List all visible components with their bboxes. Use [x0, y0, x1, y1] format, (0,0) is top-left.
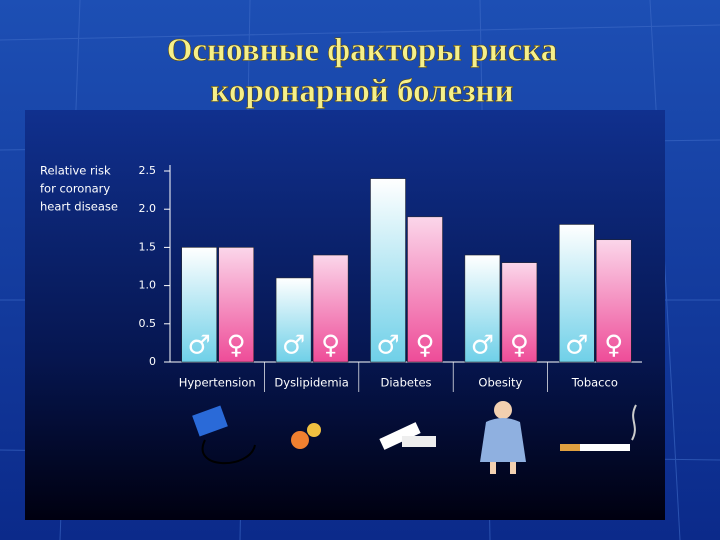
cigarette-icon	[560, 404, 637, 451]
legend-symbol: ♂	[471, 331, 494, 361]
x-tick-label: Obesity	[478, 376, 522, 390]
bar	[501, 262, 538, 363]
legend-symbol: ♂	[565, 331, 588, 361]
x-tick-label: Dyslipidemia	[274, 376, 348, 390]
y-tick-label: 2.0	[139, 202, 157, 215]
y-tick-label: 1.5	[139, 240, 157, 253]
bar	[181, 247, 217, 363]
bar	[218, 247, 254, 363]
bar	[407, 216, 443, 363]
legend-symbol: ♀	[227, 331, 246, 361]
legend-symbol: ♀	[604, 331, 623, 361]
title-line: коронарной болезни	[210, 74, 513, 110]
pills-icon	[291, 423, 321, 449]
legend-symbol: ♀	[321, 331, 340, 361]
title-line: Основные факторы риска	[167, 33, 558, 69]
y-tick-label: 0	[149, 355, 156, 368]
y-axis-label: for coronary	[40, 182, 110, 196]
bar	[596, 239, 632, 363]
legend-symbol: ♂	[376, 331, 399, 361]
y-tick-label: 2.5	[139, 164, 157, 177]
legend-symbol: ♀	[415, 331, 434, 361]
legend-symbol: ♂	[188, 331, 211, 361]
y-axis-label: heart disease	[40, 200, 118, 214]
bar	[559, 224, 595, 363]
x-tick-label: Tobacco	[571, 376, 618, 390]
x-tick-label: Diabetes	[380, 376, 431, 390]
figure-icon	[480, 401, 526, 474]
pill-icon	[379, 422, 436, 450]
bar	[275, 277, 312, 363]
bar	[464, 254, 501, 363]
y-axis-label: Relative risk	[40, 164, 111, 178]
legend-symbol: ♀	[510, 331, 529, 361]
y-tick-label: 0.5	[139, 317, 157, 330]
bar	[370, 178, 406, 363]
x-tick-label: Hypertension	[179, 376, 256, 390]
bar	[312, 254, 349, 363]
legend-symbol: ♂	[282, 331, 305, 361]
pressure-icon	[192, 405, 256, 465]
y-tick-label: 1.0	[139, 279, 157, 292]
